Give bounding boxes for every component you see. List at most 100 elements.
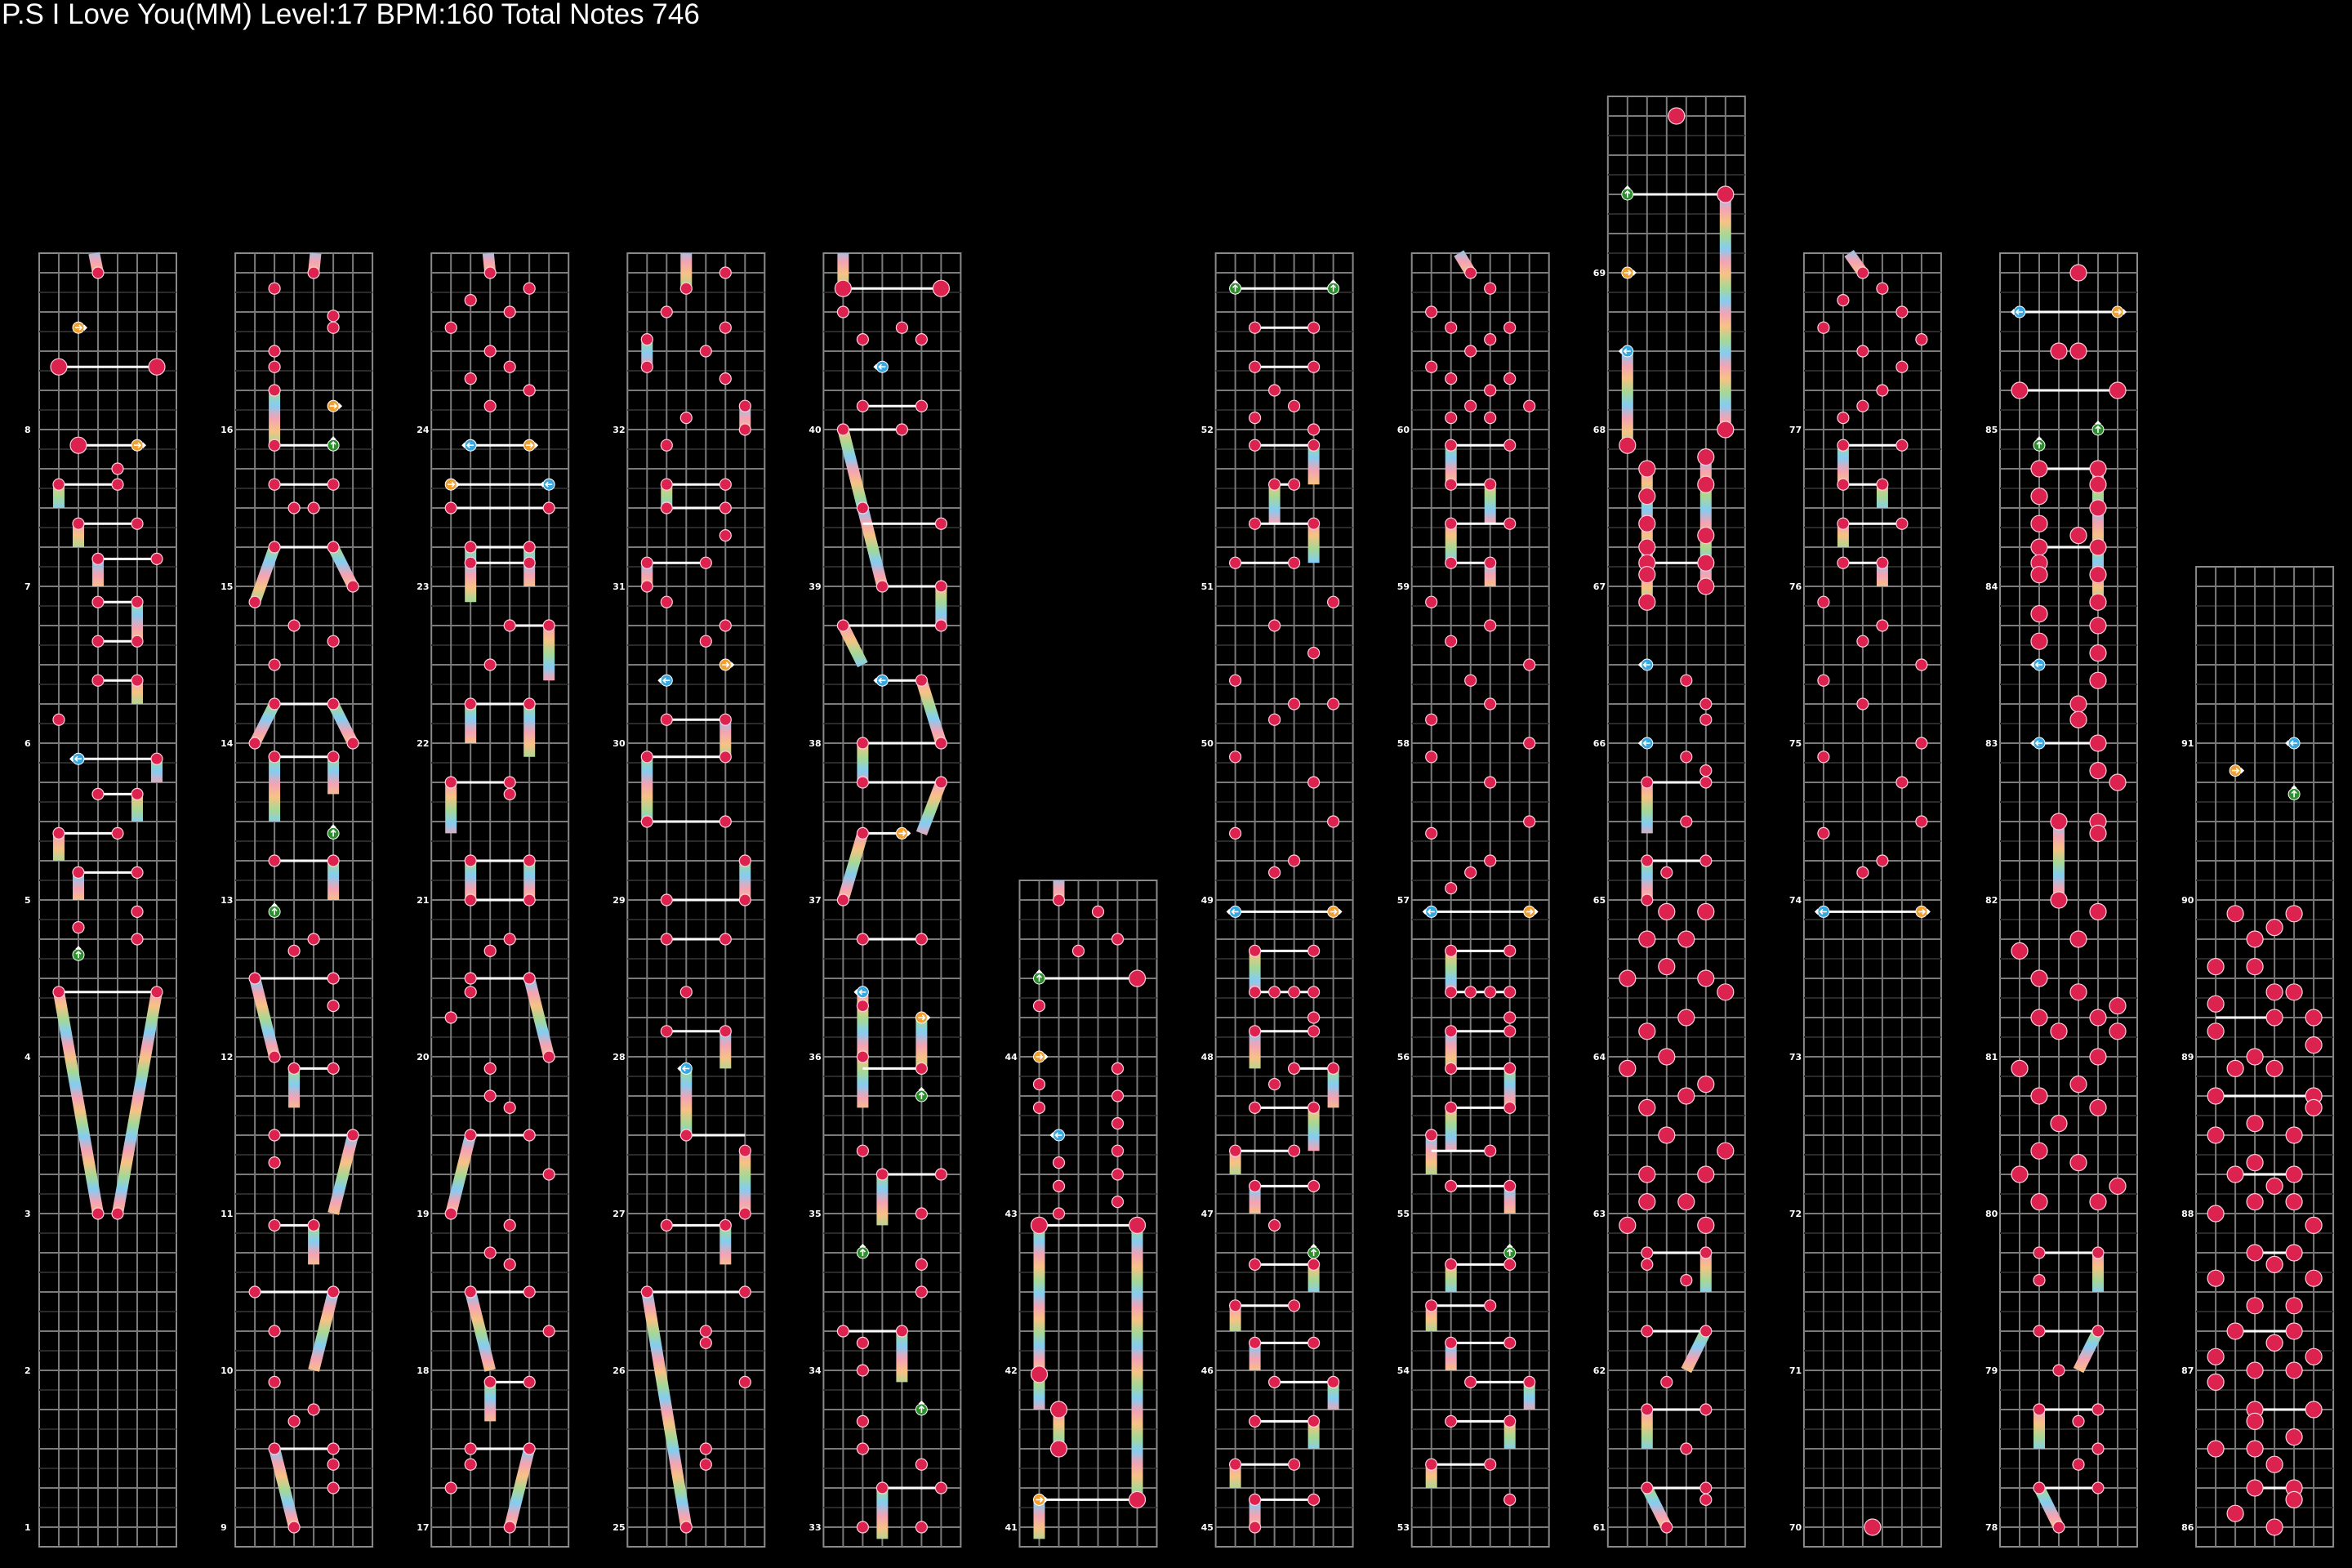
- tap-note: [523, 1285, 536, 1298]
- measure-number: 38: [808, 738, 821, 749]
- big-tap-note: [2246, 1192, 2264, 1211]
- tap-note: [327, 1481, 340, 1494]
- arrow-tip-icon: [457, 481, 461, 488]
- tap-note: [1464, 866, 1477, 880]
- arrow-tip-icon: [540, 481, 544, 488]
- tap-note: [346, 1129, 359, 1142]
- tap-note: [268, 1325, 281, 1338]
- tap-note: [327, 1062, 340, 1076]
- measure-number: 81: [1985, 1052, 1998, 1062]
- tap-note: [2091, 1481, 2105, 1494]
- tap-note: [1484, 1299, 1497, 1312]
- tap-note: [1307, 776, 1321, 789]
- tap-note: [91, 635, 105, 648]
- measure-number: 50: [1201, 738, 1214, 749]
- big-tap-note: [2246, 1048, 2264, 1066]
- big-tap-note: [2226, 1322, 2244, 1340]
- arrow-glyph-icon: [526, 442, 534, 448]
- tap-note: [1248, 517, 1262, 530]
- tap-note: [483, 658, 497, 671]
- big-tap-note: [2109, 996, 2127, 1015]
- arrow-tip-icon: [907, 830, 911, 837]
- big-tap-note: [2305, 1269, 2323, 1287]
- measure-number: 69: [1593, 268, 1606, 278]
- tap-note: [699, 556, 712, 569]
- big-tap-note: [1677, 930, 1695, 948]
- big-tap-note: [2030, 538, 2048, 556]
- big-tap-note: [2226, 1165, 2244, 1183]
- big-tap-note: [2265, 1455, 2283, 1473]
- tap-note: [1071, 944, 1085, 958]
- big-tap-note: [2226, 1504, 2244, 1522]
- big-tap-note: [2226, 905, 2244, 923]
- big-tap-note: [1697, 577, 1715, 595]
- tap-note: [1248, 412, 1262, 425]
- big-tap-note: [2285, 1244, 2303, 1262]
- tap-note: [268, 1375, 281, 1389]
- big-tap-note: [2207, 1126, 2225, 1144]
- measure-number: 80: [1985, 1209, 1998, 1219]
- arrow-glyph-icon: [2114, 309, 2123, 315]
- tap-note: [464, 556, 477, 569]
- big-tap-note: [1638, 538, 1656, 556]
- tap-note: [1032, 1077, 1046, 1091]
- tap-note: [1248, 1025, 1262, 1038]
- tap-note: [131, 674, 144, 687]
- arrow-glyph-icon: [75, 951, 82, 959]
- arrow-tip-icon: [853, 988, 858, 996]
- arrow-tip-icon: [1637, 740, 1642, 746]
- measure-number: 74: [1789, 895, 1802, 906]
- tap-note: [1484, 1144, 1497, 1157]
- hold-slide: [838, 622, 868, 668]
- tap-note: [1267, 384, 1281, 397]
- tap-note: [1032, 1101, 1046, 1115]
- measure-number: 31: [612, 581, 625, 592]
- measure-number: 17: [416, 1522, 429, 1533]
- arrow-tip-icon: [2030, 662, 2034, 668]
- arrow-right-note: [523, 439, 539, 452]
- tap-note: [1307, 423, 1321, 436]
- big-tap-note: [1658, 902, 1676, 921]
- hold-slide: [249, 545, 280, 604]
- tap-note: [1307, 1414, 1321, 1428]
- tap-note: [1326, 697, 1340, 710]
- big-tap-note: [2109, 1022, 2127, 1040]
- tap-note: [660, 1025, 673, 1038]
- arrow-glyph-icon: [1819, 908, 1827, 915]
- big-tap-note: [2109, 381, 2127, 399]
- arrow-tip-icon: [918, 1401, 925, 1404]
- tap-note: [1503, 1258, 1517, 1272]
- tap-note: [1425, 713, 1438, 726]
- arrow-left-note: [1637, 658, 1654, 671]
- tap-note: [464, 541, 477, 554]
- measure-number: 54: [1397, 1365, 1410, 1376]
- tap-note: [719, 1025, 732, 1038]
- tap-note: [1484, 556, 1497, 569]
- tap-note: [1445, 1179, 1458, 1193]
- tap-note: [131, 905, 144, 919]
- big-tap-note: [2089, 761, 2107, 780]
- tap-note: [1660, 1521, 1673, 1534]
- tap-note: [934, 619, 948, 632]
- tap-note: [1267, 866, 1281, 880]
- tap-note: [1856, 635, 1869, 648]
- big-tap-note: [2285, 1490, 2303, 1509]
- big-tap-note: [2089, 475, 2107, 493]
- big-tap-note: [1638, 514, 1656, 532]
- tap-note: [287, 1414, 301, 1428]
- tap-note: [523, 893, 536, 906]
- big-tap-note: [1049, 1440, 1068, 1458]
- tap-note: [875, 1481, 889, 1494]
- tap-note: [2091, 1325, 2105, 1338]
- arrow-glyph-icon: [1642, 740, 1650, 746]
- measure-number: 21: [416, 895, 429, 906]
- tap-note: [464, 1285, 477, 1298]
- arrow-glyph-icon: [1036, 1054, 1044, 1060]
- tap-note: [1523, 815, 1536, 828]
- tap-note: [1817, 674, 1830, 687]
- tap-note: [1680, 1442, 1693, 1455]
- big-tap-note: [2030, 1192, 2048, 1211]
- measure-number: 10: [220, 1365, 234, 1376]
- big-tap-note: [1619, 1216, 1637, 1235]
